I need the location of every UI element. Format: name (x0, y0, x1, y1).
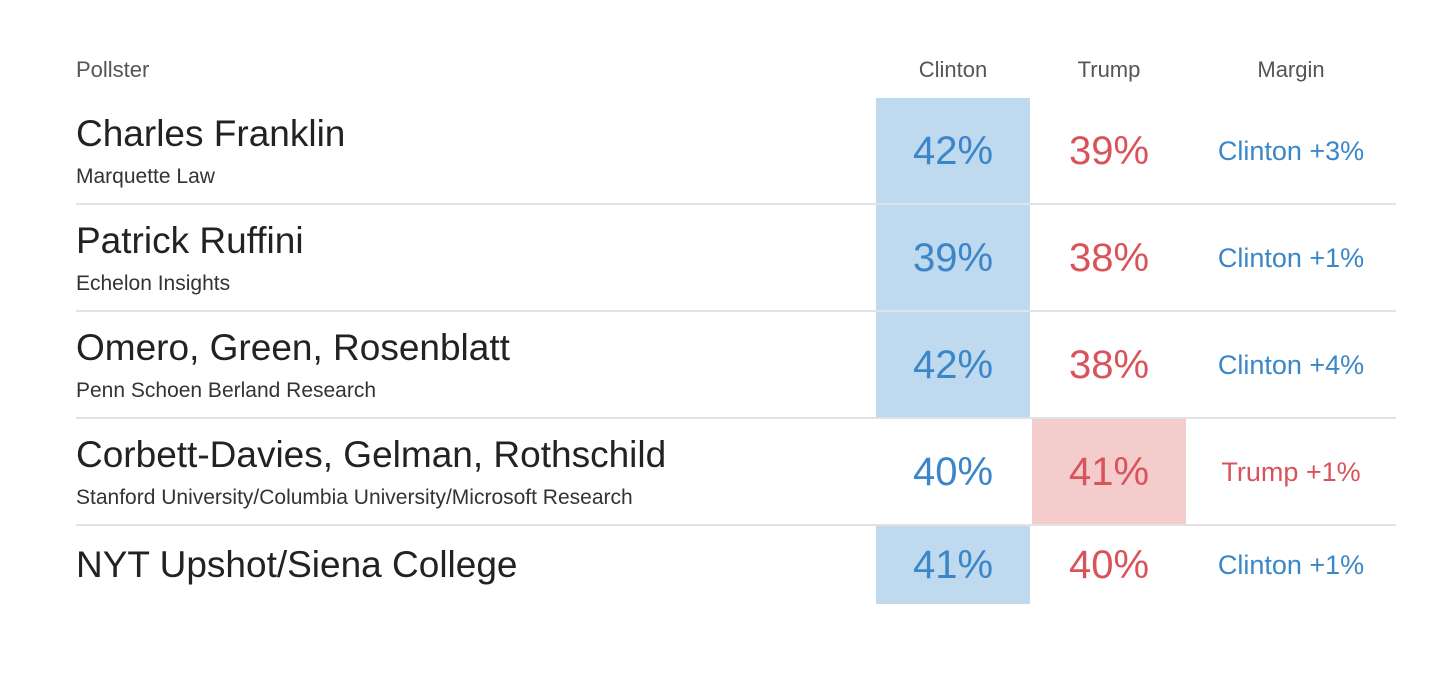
pollster-name: Corbett-Davies, Gelman, Rothschild (76, 434, 667, 475)
row-divider (76, 417, 1396, 419)
trump-share: 39% (1068, 128, 1150, 173)
pollster-name: Omero, Green, Rosenblatt (76, 327, 510, 368)
column-header: Clinton (918, 57, 988, 82)
margin: Trump +1% (1221, 456, 1361, 487)
column-header: Pollster (76, 57, 150, 82)
margin: Clinton +1% (1217, 242, 1365, 273)
clinton-share: 39% (876, 205, 1030, 311)
margin: Clinton +4% (1217, 349, 1365, 380)
column-header: Margin (1257, 57, 1325, 82)
pollster-name: Charles Franklin (76, 113, 346, 154)
row-divider (76, 524, 1396, 526)
clinton-share: 42% (876, 98, 1030, 204)
trump-share: 41% (1032, 419, 1186, 525)
pollster-organization: Marquette Law (76, 165, 215, 188)
margin: Clinton +3% (1217, 135, 1365, 166)
pollster-organization: Stanford University/Columbia University/… (76, 486, 633, 509)
pollster-organization: Penn Schoen Berland Research (76, 379, 377, 402)
pollster-name: NYT Upshot/Siena College (76, 544, 518, 585)
row-divider (76, 203, 1396, 205)
row-divider (76, 310, 1396, 312)
margin: Clinton +1% (1217, 549, 1365, 580)
trump-share: 38% (1068, 235, 1150, 280)
clinton-share: 40% (912, 449, 994, 494)
pollster-name: Patrick Ruffini (76, 220, 304, 261)
clinton-share: 42% (876, 312, 1030, 418)
column-header: Trump (1077, 57, 1141, 82)
trump-share: 38% (1068, 342, 1150, 387)
pollster-organization: Echelon Insights (76, 272, 231, 295)
clinton-share: 41% (876, 526, 1030, 604)
trump-share: 40% (1068, 542, 1150, 587)
